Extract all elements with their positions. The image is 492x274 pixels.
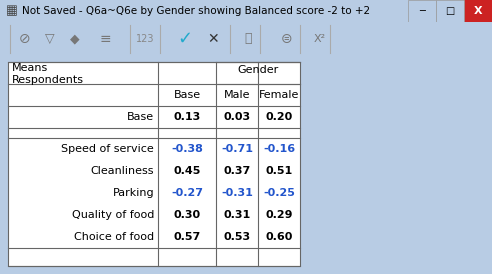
- Bar: [8, 62, 300, 266]
- Text: 0.03: 0.03: [223, 112, 250, 122]
- Text: Speed of service: Speed of service: [61, 144, 154, 154]
- Text: ▽: ▽: [45, 33, 55, 45]
- Text: Base: Base: [127, 112, 154, 122]
- Text: 0.13: 0.13: [173, 112, 201, 122]
- Text: X: X: [474, 6, 482, 16]
- Text: ─: ─: [419, 6, 425, 16]
- Text: 0.20: 0.20: [265, 112, 293, 122]
- Text: ▦: ▦: [6, 4, 18, 18]
- Text: Cleanliness: Cleanliness: [91, 166, 154, 176]
- Text: 0.51: 0.51: [265, 166, 293, 176]
- Bar: [408, 0, 436, 22]
- Text: Gender: Gender: [237, 65, 278, 75]
- Text: Base: Base: [174, 90, 201, 100]
- Text: Female: Female: [259, 90, 299, 100]
- Text: -0.27: -0.27: [171, 188, 203, 198]
- Text: Means
Respondents: Means Respondents: [12, 63, 84, 85]
- Text: Quality of food: Quality of food: [72, 210, 154, 220]
- Text: ⊘: ⊘: [19, 32, 31, 46]
- Text: 0.29: 0.29: [265, 210, 293, 220]
- Text: -0.16: -0.16: [263, 144, 295, 154]
- Text: 0.30: 0.30: [174, 210, 201, 220]
- Text: 0.31: 0.31: [223, 210, 250, 220]
- Text: ⧉: ⧉: [244, 33, 252, 45]
- Text: -0.38: -0.38: [171, 144, 203, 154]
- Text: 0.53: 0.53: [223, 232, 250, 242]
- Text: ✕: ✕: [207, 32, 219, 46]
- Text: X²: X²: [314, 34, 326, 44]
- Bar: [436, 0, 464, 22]
- Text: ✓: ✓: [178, 30, 192, 48]
- Text: ⊜: ⊜: [281, 32, 293, 46]
- Text: 123: 123: [136, 34, 154, 44]
- Text: □: □: [445, 6, 455, 16]
- Text: -0.25: -0.25: [263, 188, 295, 198]
- Text: 0.57: 0.57: [173, 232, 201, 242]
- Text: 0.45: 0.45: [173, 166, 201, 176]
- Text: -0.31: -0.31: [221, 188, 253, 198]
- Text: ◆: ◆: [70, 33, 80, 45]
- Bar: [464, 0, 492, 22]
- Text: ≡: ≡: [99, 32, 111, 46]
- Text: -0.71: -0.71: [221, 144, 253, 154]
- Text: Choice of food: Choice of food: [74, 232, 154, 242]
- Text: Not Saved - Q6a~Q6e by Gender showing Balanced score -2 to +2: Not Saved - Q6a~Q6e by Gender showing Ba…: [22, 6, 370, 16]
- Text: 0.37: 0.37: [223, 166, 250, 176]
- Text: Male: Male: [224, 90, 250, 100]
- Text: 0.60: 0.60: [265, 232, 293, 242]
- Text: Parking: Parking: [112, 188, 154, 198]
